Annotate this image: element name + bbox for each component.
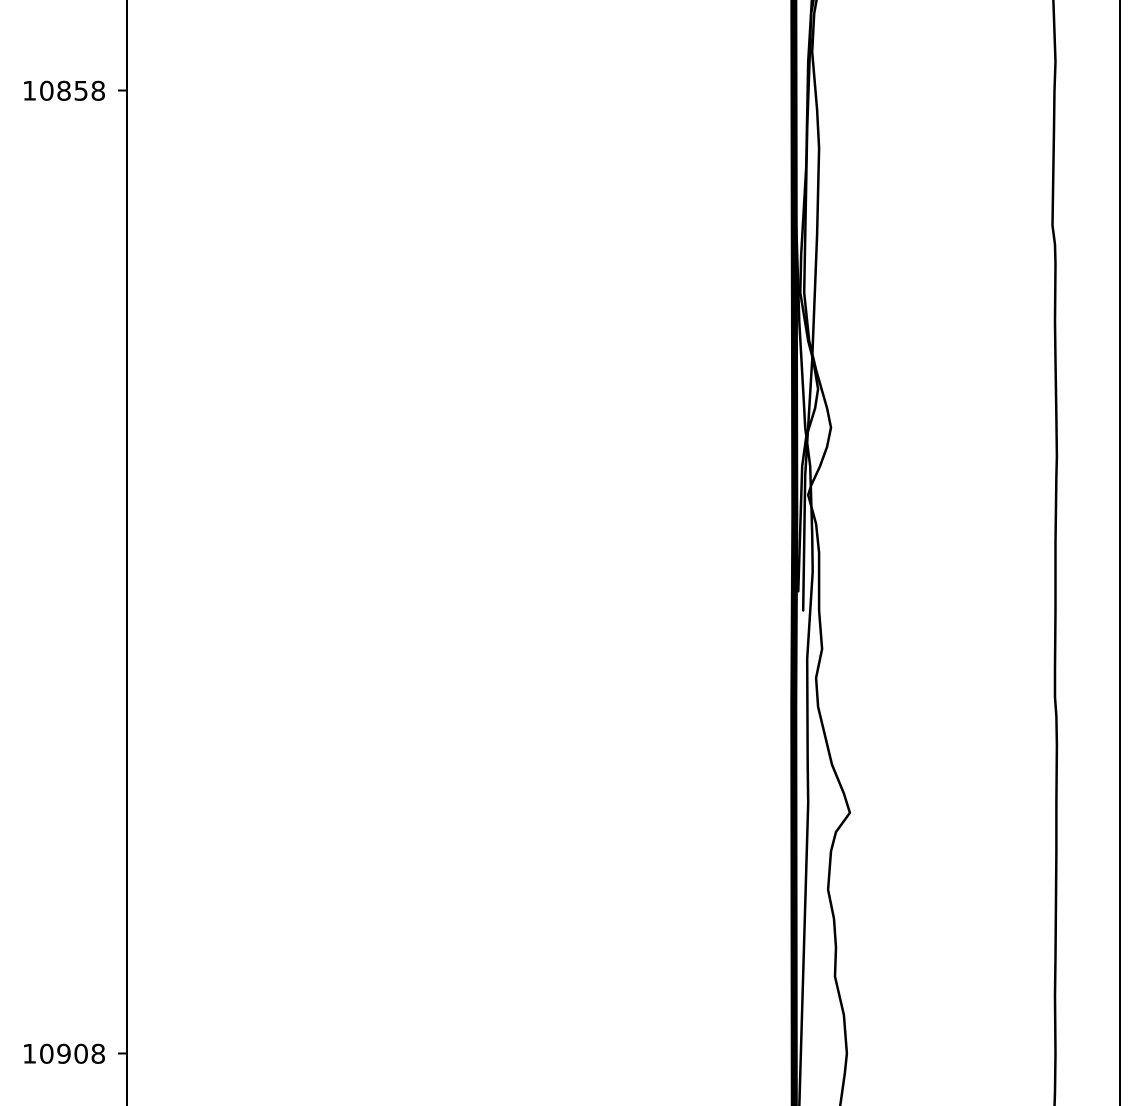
series-layer — [790, 0, 1059, 1106]
axes-frame — [126, 0, 1121, 1106]
series-line-5 — [802, 0, 852, 1106]
y-tick-label: 10908 — [21, 1040, 107, 1071]
series-line-1 — [790, 0, 799, 1106]
series-line-4 — [801, 0, 821, 612]
series-line-2 — [792, 0, 814, 1106]
y-tick-label: 10858 — [21, 77, 107, 108]
series-line-6 — [1051, 0, 1059, 1106]
y-axis-ticks: 10858 10908 — [21, 77, 127, 1071]
